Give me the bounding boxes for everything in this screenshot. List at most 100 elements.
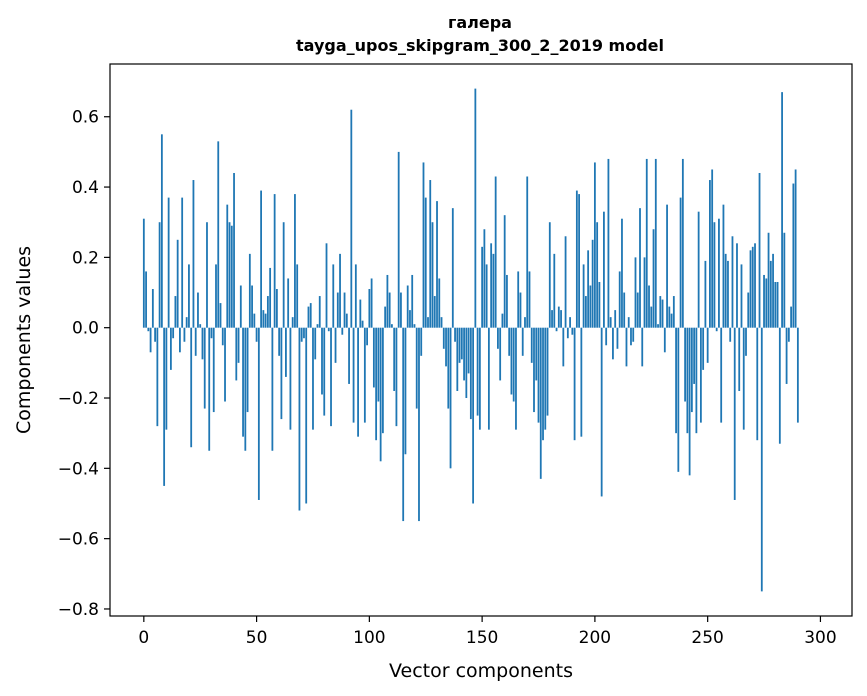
bar [769, 260, 772, 328]
bar [339, 253, 341, 328]
bar [731, 236, 734, 328]
bar [372, 327, 375, 388]
bar [508, 327, 511, 356]
bar [575, 190, 578, 328]
bar [614, 310, 617, 328]
bar [188, 264, 190, 328]
bar [370, 278, 373, 328]
bar [169, 327, 172, 370]
bar [729, 327, 732, 342]
bar [460, 327, 463, 360]
bar [747, 292, 750, 328]
bar [210, 327, 213, 339]
bar [571, 327, 574, 335]
bar [420, 327, 423, 356]
bar [654, 158, 657, 328]
bar [266, 296, 269, 328]
bar [535, 327, 538, 381]
bar [312, 327, 314, 430]
bar [393, 327, 396, 391]
bar [235, 327, 238, 381]
bar [465, 327, 468, 399]
bar [442, 327, 445, 349]
y-tick-label: 0.2 [72, 248, 99, 268]
bar [300, 327, 303, 342]
bar [718, 218, 720, 328]
bar [158, 222, 161, 328]
bar [589, 285, 592, 328]
bar [632, 327, 635, 342]
x-tick-label: 0 [138, 628, 149, 648]
bar [472, 327, 474, 504]
bar [334, 327, 337, 363]
bar [648, 285, 650, 328]
bar [487, 327, 490, 430]
bar [458, 327, 461, 363]
bar [537, 327, 540, 423]
bar [485, 264, 488, 328]
bar [612, 327, 614, 360]
bar [197, 292, 199, 328]
bar [724, 253, 727, 328]
bar [530, 327, 533, 363]
bar [212, 327, 215, 413]
bar [440, 317, 443, 328]
bar [321, 327, 323, 395]
bar [560, 310, 562, 328]
bar [742, 327, 745, 430]
bar [285, 327, 287, 377]
bar [436, 201, 438, 328]
bar [659, 296, 662, 328]
bar [621, 218, 623, 328]
bar [244, 327, 247, 451]
bar [185, 317, 188, 328]
bar [492, 253, 495, 328]
bar [483, 229, 486, 328]
bar [506, 274, 508, 328]
y-axis-label: Components values [13, 246, 35, 434]
bar [688, 327, 691, 476]
bar [142, 218, 145, 328]
bar-series [142, 88, 799, 592]
bar [765, 278, 768, 328]
chart-title: галера [448, 13, 512, 32]
bar [165, 327, 168, 430]
bar [451, 208, 454, 328]
y-tick-label: −0.8 [58, 600, 99, 620]
bar [524, 317, 526, 328]
axes: 0 50 100 150 200 250 300 −0.8 −0.6 −0.4 −0.2 0.0 0.2… [58, 108, 837, 648]
bar [738, 327, 741, 391]
bar [566, 327, 569, 339]
bar [230, 225, 233, 328]
bar [275, 289, 278, 328]
bar [253, 313, 256, 328]
bar [147, 327, 150, 332]
bar [672, 296, 675, 328]
bar [785, 327, 788, 384]
bar [512, 327, 515, 402]
bar [323, 327, 326, 416]
bar [179, 327, 181, 353]
bar [418, 327, 420, 522]
bar [422, 162, 425, 328]
bar [499, 327, 502, 381]
bar [706, 327, 709, 363]
bar [497, 327, 499, 349]
bar [307, 306, 310, 328]
bar [607, 158, 610, 328]
bar [551, 310, 553, 328]
bar [386, 274, 389, 328]
bar [704, 260, 707, 328]
bar [668, 306, 671, 328]
bar [578, 194, 580, 328]
bar [149, 327, 152, 353]
bar [623, 292, 626, 328]
bar [526, 176, 529, 328]
y-tick-label: −0.6 [58, 530, 99, 550]
bar [736, 243, 738, 328]
bar [517, 271, 520, 328]
bar [242, 327, 244, 437]
bar [616, 327, 619, 349]
bar [145, 271, 147, 328]
bar [670, 313, 673, 328]
